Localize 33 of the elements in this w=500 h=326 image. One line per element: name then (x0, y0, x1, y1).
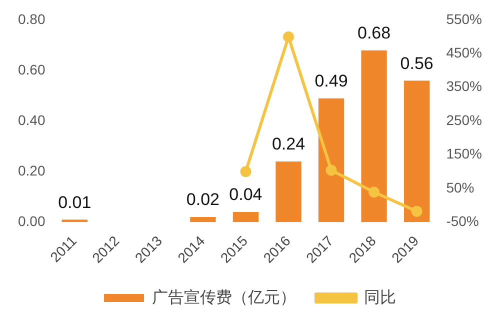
y2-tick-label: 350% (446, 78, 482, 94)
y2-tick-label: 150% (446, 146, 482, 162)
bar (318, 98, 344, 222)
y-tick-label: 0.20 (18, 162, 46, 178)
y2-tick-label: -50% (446, 212, 479, 229)
data-label: 0.56 (400, 54, 434, 73)
data-label: 0.49 (314, 72, 348, 90)
data-label: 0.24 (272, 134, 306, 154)
y2-tick-label: 50% (446, 179, 474, 196)
data-label: 0.68 (357, 24, 391, 42)
point (326, 164, 337, 176)
bar (62, 220, 88, 222)
data-label: 0.02 (186, 190, 220, 210)
y-tick-label: 0.40 (18, 112, 46, 128)
point (411, 206, 422, 217)
y2-tick-label: 450% (446, 44, 482, 61)
y-tick-label: 0.60 (18, 61, 46, 78)
point (240, 166, 252, 178)
data-label: 0.04 (229, 185, 262, 204)
bar (276, 161, 302, 222)
y2-tick-label: 550% (446, 10, 482, 27)
bar (190, 217, 216, 222)
bar (232, 212, 259, 222)
y2-tick-label: 250% (446, 112, 482, 128)
bar (361, 50, 387, 222)
bar (404, 80, 430, 222)
point (368, 186, 380, 198)
y-tick-label: 0.80 (18, 10, 46, 27)
legend-label: 广告宣传费（亿元） (152, 288, 296, 306)
data-label: 0.01 (58, 192, 92, 212)
y-tick-label: 0.00 (18, 212, 46, 229)
legend-label: 同比 (364, 288, 396, 306)
point (282, 31, 294, 42)
